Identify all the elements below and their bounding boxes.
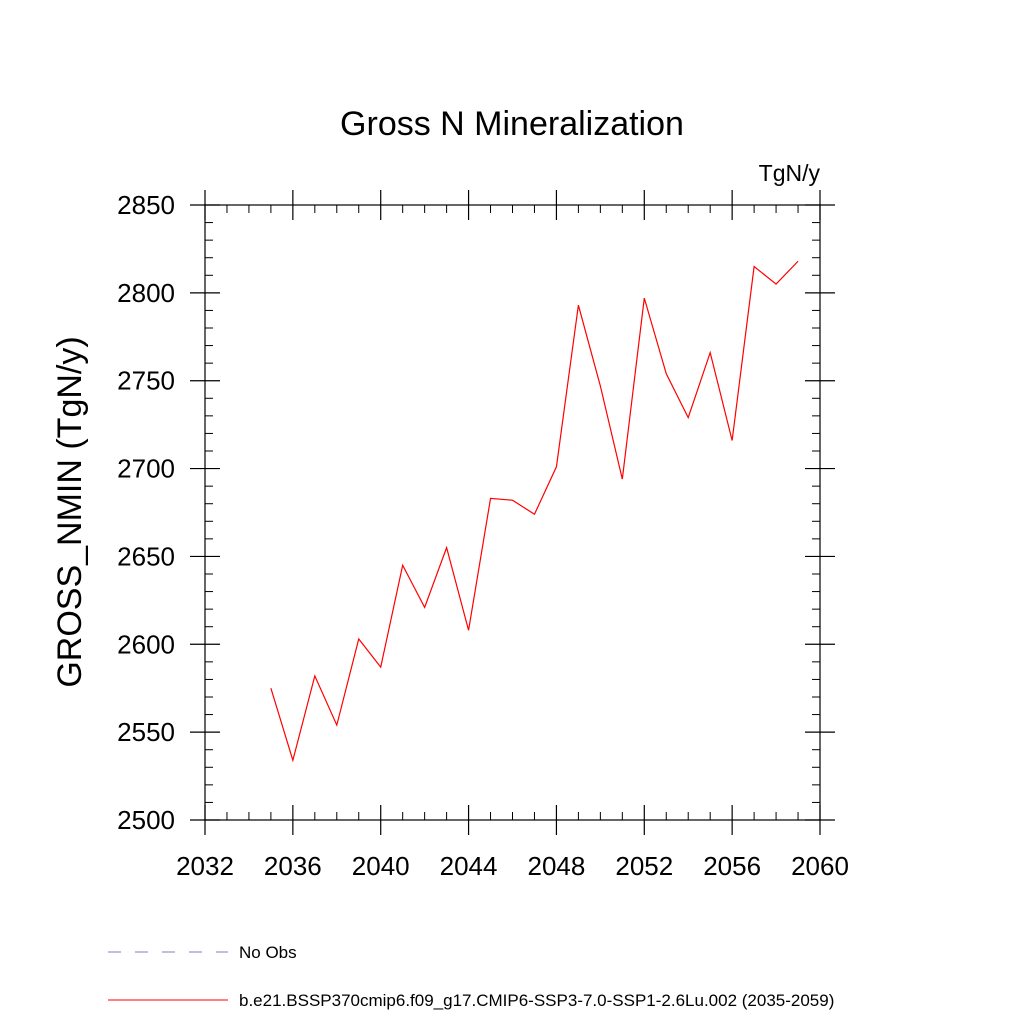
y-tick-label: 2750 (117, 366, 175, 396)
data-point (577, 304, 579, 306)
units-label: TgN/y (759, 160, 821, 186)
data-point (797, 260, 799, 262)
data-point (401, 564, 403, 566)
data-point (270, 687, 272, 689)
chart-title: Gross N Mineralization (340, 105, 684, 143)
x-tick-label: 2052 (615, 851, 673, 881)
data-point (358, 638, 360, 640)
y-tick-label: 2850 (117, 190, 175, 220)
data-point (445, 546, 447, 548)
data-point (336, 724, 338, 726)
data-point (599, 385, 601, 387)
data-point (467, 629, 469, 631)
x-tick-label: 2060 (791, 851, 849, 881)
y-tick-label: 2600 (117, 629, 175, 659)
y-tick-label: 2800 (117, 278, 175, 308)
x-tick-label: 2056 (703, 851, 761, 881)
y-tick-label: 2550 (117, 717, 175, 747)
data-point (380, 666, 382, 668)
plot-frame (204, 204, 821, 821)
data-point (489, 497, 491, 499)
data-point (709, 351, 711, 353)
x-tick-label: 2036 (264, 851, 322, 881)
data-point (753, 265, 755, 267)
data-point (292, 759, 294, 761)
x-tick-label: 2032 (176, 851, 234, 881)
data-point (731, 439, 733, 441)
legend-label: b.e21.BSSP370cmip6.f09_g17.CMIP6-SSP3-7.… (239, 991, 834, 1010)
data-point (643, 297, 645, 299)
y-tick-label: 2700 (117, 454, 175, 484)
data-point (665, 372, 667, 374)
y-tick-label: 2650 (117, 541, 175, 571)
data-point (533, 513, 535, 515)
data-point (555, 466, 557, 468)
data-point (511, 499, 513, 501)
x-tick-label: 2048 (528, 851, 586, 881)
data-point (314, 675, 316, 677)
axis-tick-labels: 2032 2036 2040 2044 2048 2052 2056 2060 2500 2550… (117, 190, 849, 881)
x-tick-label: 2044 (440, 851, 498, 881)
data-point (687, 416, 689, 418)
series-line (270, 260, 799, 763)
data-point (621, 478, 623, 480)
series-layer (270, 260, 799, 763)
axis-ticks (190, 190, 835, 835)
legend-label: No Obs (239, 943, 297, 962)
y-axis-label: GROSS_NMIN (TgN/y) (51, 336, 89, 687)
legend: No Obs b.e21.BSSP370cmip6.f09_g17.CMIP6-S… (108, 943, 834, 1010)
x-tick-label: 2040 (352, 851, 410, 881)
data-point (423, 606, 425, 608)
data-point (775, 283, 777, 285)
y-tick-label: 2500 (117, 805, 175, 835)
